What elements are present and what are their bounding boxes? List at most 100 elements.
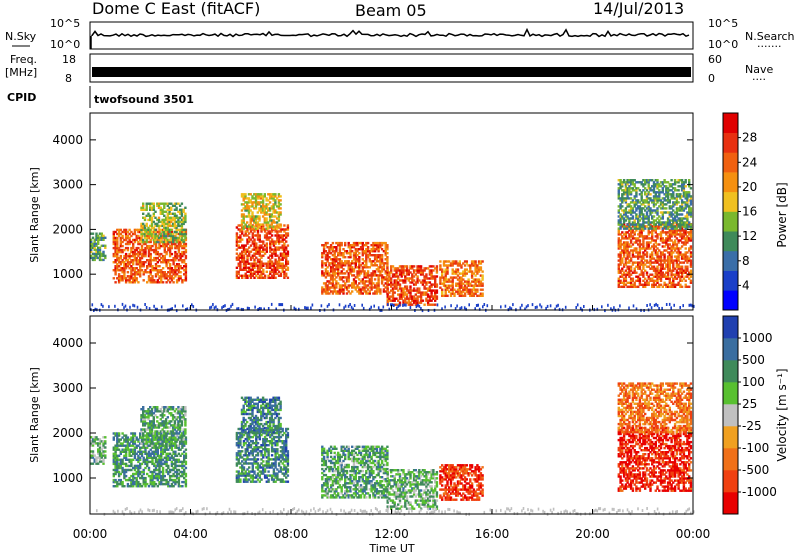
range-cell [265,211,268,214]
range-cell [179,240,182,244]
range-cell [335,286,338,289]
range-cell [647,237,650,240]
range-cell [631,217,635,220]
range-cell [628,235,631,238]
range-cell [166,220,169,224]
range-cell [400,295,403,298]
range-cell [631,211,635,214]
ground-scatter-cell [382,305,385,309]
range-cell [90,436,93,439]
range-cell [663,259,666,262]
ground-scatter-cell [182,304,184,308]
range-cell [342,268,345,271]
range-cell [126,242,130,246]
range-cell [453,292,456,295]
range-cell [241,226,244,229]
range-cell [661,259,664,262]
range-cell [689,275,693,278]
range-cell [638,255,642,258]
ground-scatter-cell [132,303,134,307]
range-cell [132,277,135,280]
range-cell [351,282,354,285]
range-cell [637,223,640,226]
range-cell [673,249,677,252]
range-cell [123,450,126,453]
range-cell [342,248,345,251]
range-cell [416,275,419,278]
range-cell [621,237,624,240]
range-cell [114,250,117,254]
ground-scatter-cell [397,304,400,308]
range-cell [246,205,249,208]
range-cell [342,262,345,265]
range-cell [167,259,170,262]
range-cell [253,254,256,257]
range-cell [352,258,356,261]
range-cell [673,219,677,222]
range-cell [629,187,633,190]
range-cell [670,223,673,226]
range-cell [441,276,444,279]
range-cell [629,181,633,184]
range-cell [472,264,476,267]
range-cell [451,268,454,271]
range-cell [638,241,642,244]
range-cell [184,214,187,217]
range-cell [114,460,117,464]
range-cell [654,227,657,230]
range-cell [244,272,247,275]
range-cell [638,239,642,242]
range-cell [114,432,117,435]
ground-scatter-cell [656,304,659,308]
range-cell [409,301,412,304]
range-cell [345,262,349,265]
range-cell [331,250,335,253]
range-cell [626,247,629,250]
range-cell [97,246,100,249]
range-cell [617,231,620,234]
range-cell [178,208,182,211]
range-cell [642,241,645,244]
range-cell [331,254,335,257]
ground-scatter-cell [646,304,648,307]
range-cell [174,269,177,272]
range-cell [645,243,649,246]
range-cell [181,267,184,270]
range-cell [359,292,363,295]
range-cell [132,254,135,258]
range-cell [624,257,628,260]
range-cell [121,259,124,262]
range-cell [640,225,643,228]
range-cell [159,234,162,238]
range-cell [644,249,647,252]
ground-scatter-cell [596,307,599,311]
range-cell [633,183,636,186]
range-cell [352,244,356,247]
range-cell [670,271,673,274]
range-cell [635,199,638,202]
range-cell [621,243,624,246]
range-cell [430,273,433,276]
range-cell [637,285,640,288]
range-cell [241,252,244,255]
range-cell [663,227,666,230]
range-cell [123,472,126,476]
range-cell [149,273,152,276]
range-cell [668,267,671,270]
range-cell [142,252,145,256]
range-cell [651,283,654,286]
range-cell [158,228,161,232]
ground-scatter-cell [539,303,541,307]
range-cell [153,279,156,282]
range-cell [446,264,449,267]
range-cell [137,240,140,244]
range-cell [167,261,170,264]
range-cell [688,273,691,276]
range-cell [365,290,368,293]
range-cell [656,183,659,186]
range-cell [444,276,447,279]
range-cell [386,269,389,272]
range-cell [352,282,356,285]
range-cell [237,264,240,267]
range-cell [621,275,624,278]
